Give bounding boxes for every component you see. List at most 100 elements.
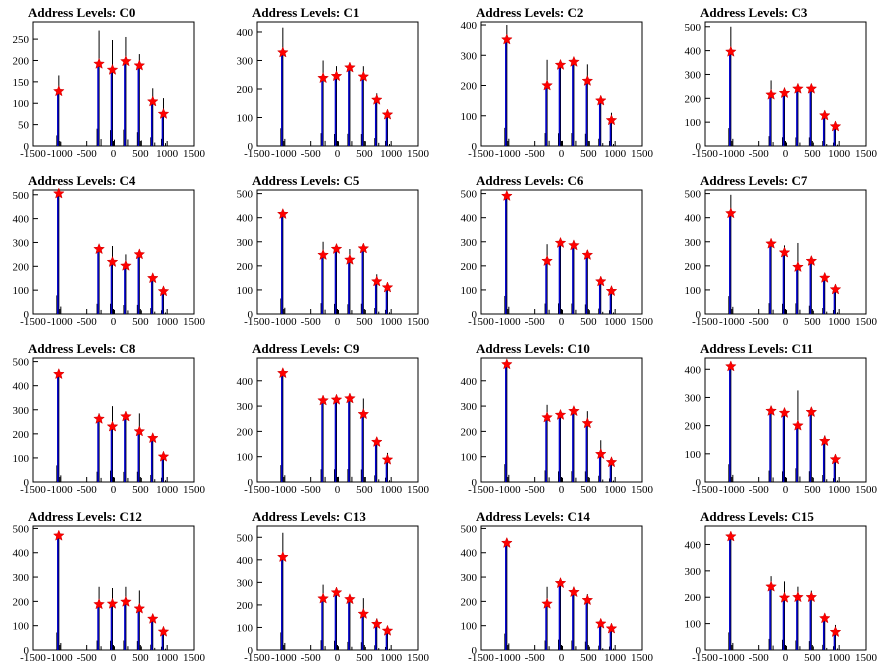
x-tick-label: 1500 [407, 652, 430, 664]
x-tick-label: 0 [783, 652, 789, 664]
x-tick-label: 1500 [631, 484, 654, 496]
histogram-panel: 0 100 200 300 400 500 -1500 -1000 -500 0 500 1000 15… [448, 504, 672, 672]
x-tick-label: 1500 [183, 484, 206, 496]
y-tick-label: 100 [461, 621, 478, 633]
peak-star-marker [568, 239, 580, 251]
x-tick-label: 500 [132, 484, 149, 496]
x-tick-label: -500 [749, 652, 770, 664]
x-tick-label: -500 [301, 148, 322, 160]
peak-star-marker [765, 580, 777, 592]
peak-star-marker [317, 248, 329, 261]
x-tick-label: 0 [335, 316, 341, 328]
y-tick-label: 500 [461, 189, 478, 201]
peak-star-marker [146, 272, 159, 284]
x-tick-label: -1500 [692, 484, 718, 496]
panel-title: Address Levels: C4 [28, 173, 136, 188]
y-tick-label: 400 [13, 548, 30, 560]
peak-star-marker [778, 246, 791, 258]
y-tick-label: 300 [685, 392, 702, 404]
y-tick-label: 200 [237, 426, 254, 438]
y-tick-label: 200 [461, 596, 478, 608]
histogram-plot: 0 100 200 300 400 500 -1500 -1000 -500 0 500 1000 15… [685, 21, 878, 160]
peak-star-marker [106, 420, 119, 432]
x-tick-label: 1500 [183, 652, 206, 664]
x-tick-label: -1000 [719, 652, 745, 664]
x-tick-label: -1500 [244, 316, 270, 328]
x-tick-label: 1000 [828, 652, 851, 664]
peak-star-marker [829, 120, 842, 132]
y-tick-label: 300 [685, 237, 702, 249]
panel-title: Address Levels: C6 [476, 173, 584, 188]
y-tick-label: 400 [461, 376, 478, 388]
x-tick-label: 1000 [156, 484, 179, 496]
peak-star-marker [93, 412, 105, 424]
y-tick-label: 400 [237, 213, 254, 225]
peak-star-marker [344, 392, 356, 404]
x-tick-label: 1500 [855, 652, 878, 664]
peak-star-marker [724, 45, 737, 57]
panel-title: Address Levels: C5 [252, 173, 360, 188]
peak-star-marker [381, 453, 394, 465]
y-tick-label: 100 [685, 285, 702, 297]
peak-star-marker [605, 284, 618, 297]
panel-title: Address Levels: C7 [700, 173, 808, 188]
x-tick-label: -500 [749, 148, 770, 160]
peak-star-marker [317, 394, 329, 406]
peak-star-marker [765, 404, 777, 416]
y-tick-label: 0 [696, 477, 702, 489]
peak-star-marker [605, 114, 618, 126]
x-tick-label: 1500 [855, 316, 878, 328]
y-tick-label: 400 [13, 214, 30, 226]
histogram-plot: 0 100 200 300 400 -1500 -1000 -500 0 500 1000 1500 [685, 525, 878, 664]
peak-star-marker [330, 393, 343, 405]
y-tick-label: 0 [696, 645, 702, 657]
x-tick-label: 500 [132, 148, 149, 160]
y-tick-label: 0 [472, 477, 478, 489]
peak-star-marker [120, 595, 132, 607]
peak-star-marker [829, 283, 842, 295]
x-tick-label: -500 [749, 484, 770, 496]
histogram-panel: 0 100 200 300 400 -1500 -1000 -500 0 500 1000 1500 A… [224, 336, 448, 504]
x-tick-label: 1500 [407, 148, 430, 160]
y-tick-label: 100 [237, 285, 254, 297]
y-tick-label: 100 [237, 622, 254, 634]
y-tick-label: 0 [696, 309, 702, 321]
peak-star-marker [581, 593, 594, 606]
peak-star-marker [93, 57, 105, 69]
peak-star-marker [724, 360, 737, 372]
x-tick-label: 500 [356, 316, 373, 328]
y-tick-label: 200 [13, 55, 30, 67]
x-tick-label: -1500 [468, 484, 494, 496]
y-tick-label: 100 [461, 452, 478, 464]
x-tick-label: -1000 [719, 148, 745, 160]
peak-star-marker [829, 453, 842, 465]
y-tick-label: 300 [461, 572, 478, 584]
x-tick-label: -1000 [271, 652, 297, 664]
x-tick-label: 500 [356, 652, 373, 664]
peak-star-marker [93, 598, 105, 610]
x-tick-label: 500 [580, 148, 597, 160]
y-tick-label: 200 [237, 261, 254, 273]
x-tick-label: -1500 [692, 316, 718, 328]
histogram-plot: 0 100 200 300 400 500 -1500 -1000 -500 0 500 1000 15… [237, 189, 430, 328]
histogram-plot: 0 50 100 150 200 250 -1500 -1000 -500 0 500 1000 150… [13, 21, 206, 160]
x-tick-label: -500 [301, 316, 322, 328]
histogram-plot: 0 100 200 300 400 500 -1500 -1000 -500 0 500 1000 15… [13, 523, 206, 664]
y-tick-label: 500 [13, 357, 30, 369]
x-tick-label: -1000 [495, 484, 521, 496]
y-tick-label: 100 [461, 285, 478, 297]
x-tick-label: -500 [525, 652, 546, 664]
histogram-plot: 0 100 200 300 400 500 -1500 -1000 -500 0 500 1000 15… [461, 523, 654, 664]
peak-star-marker [605, 622, 618, 634]
histogram-panel: 0 100 200 300 400 500 -1500 -1000 -500 0 500 1000 15… [0, 336, 224, 504]
peak-star-marker [829, 625, 842, 638]
x-tick-label: -1500 [20, 484, 46, 496]
y-tick-label: 100 [685, 619, 702, 631]
x-tick-label: -500 [77, 148, 98, 160]
y-tick-label: 150 [13, 77, 30, 89]
y-tick-label: 300 [237, 237, 254, 249]
y-tick-label: 300 [13, 405, 30, 417]
y-tick-label: 0 [472, 141, 478, 153]
peak-star-marker [357, 607, 370, 619]
peak-star-marker [146, 95, 159, 107]
